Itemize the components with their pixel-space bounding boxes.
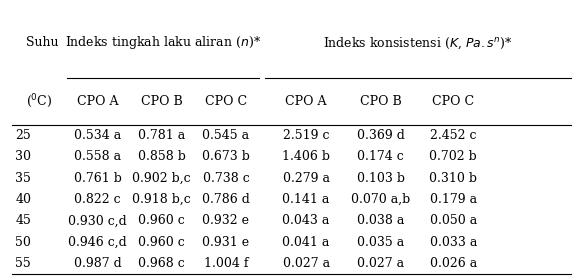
Text: 0.960 c: 0.960 c bbox=[138, 236, 185, 249]
Text: 45: 45 bbox=[15, 214, 31, 227]
Text: 0.822 c: 0.822 c bbox=[75, 193, 121, 206]
Text: 0.027 a: 0.027 a bbox=[283, 257, 329, 270]
Text: 0.960 c: 0.960 c bbox=[138, 214, 185, 227]
Text: 0.545 a: 0.545 a bbox=[202, 129, 250, 142]
Text: 0.174 c: 0.174 c bbox=[357, 150, 404, 163]
Text: 0.141 a: 0.141 a bbox=[282, 193, 330, 206]
Text: 0.781 a: 0.781 a bbox=[138, 129, 185, 142]
Text: 0.738 c: 0.738 c bbox=[202, 171, 250, 184]
Text: CPO C: CPO C bbox=[432, 95, 475, 107]
Text: 0.946 c,d: 0.946 c,d bbox=[68, 236, 127, 249]
Text: 1.406 b: 1.406 b bbox=[282, 150, 330, 163]
Text: 0.026 a: 0.026 a bbox=[430, 257, 477, 270]
Text: 0.038 a: 0.038 a bbox=[357, 214, 405, 227]
Text: 0.033 a: 0.033 a bbox=[430, 236, 477, 249]
Text: 0.931 e: 0.931 e bbox=[202, 236, 250, 249]
Text: CPO B: CPO B bbox=[360, 95, 402, 107]
Text: 0.179 a: 0.179 a bbox=[430, 193, 477, 206]
Text: 0.932 e: 0.932 e bbox=[202, 214, 250, 227]
Text: 0.902 b,c: 0.902 b,c bbox=[132, 171, 191, 184]
Text: CPO B: CPO B bbox=[141, 95, 182, 107]
Text: 0.761 b: 0.761 b bbox=[73, 171, 122, 184]
Text: 0.786 d: 0.786 d bbox=[202, 193, 250, 206]
Text: Suhu: Suhu bbox=[26, 37, 59, 49]
Text: 0.369 d: 0.369 d bbox=[357, 129, 405, 142]
Text: 30: 30 bbox=[15, 150, 31, 163]
Text: 0.103 b: 0.103 b bbox=[357, 171, 405, 184]
Text: CPO A: CPO A bbox=[77, 95, 118, 107]
Text: 0.043 a: 0.043 a bbox=[282, 214, 330, 227]
Text: 0.968 c: 0.968 c bbox=[138, 257, 185, 270]
Text: 25: 25 bbox=[15, 129, 31, 142]
Text: 0.041 a: 0.041 a bbox=[282, 236, 330, 249]
Text: CPO A: CPO A bbox=[285, 95, 327, 107]
Text: 0.702 b: 0.702 b bbox=[430, 150, 477, 163]
Text: 0.050 a: 0.050 a bbox=[430, 214, 477, 227]
Text: 35: 35 bbox=[15, 171, 31, 184]
Text: 0.858 b: 0.858 b bbox=[138, 150, 186, 163]
Text: 0.027 a: 0.027 a bbox=[357, 257, 404, 270]
Text: 0.035 a: 0.035 a bbox=[357, 236, 405, 249]
Text: 0.558 a: 0.558 a bbox=[74, 150, 121, 163]
Text: 0.534 a: 0.534 a bbox=[74, 129, 121, 142]
Text: 0.918 b,c: 0.918 b,c bbox=[132, 193, 191, 206]
Text: 0.987 d: 0.987 d bbox=[74, 257, 121, 270]
Text: 0.310 b: 0.310 b bbox=[429, 171, 477, 184]
Text: 50: 50 bbox=[15, 236, 31, 249]
Text: 0.070 a,b: 0.070 a,b bbox=[351, 193, 410, 206]
Text: ($^0$C): ($^0$C) bbox=[26, 92, 52, 110]
Text: 40: 40 bbox=[15, 193, 31, 206]
Text: 2.519 c: 2.519 c bbox=[283, 129, 329, 142]
Text: 55: 55 bbox=[15, 257, 31, 270]
Text: Indeks tingkah laku aliran ($n$)*: Indeks tingkah laku aliran ($n$)* bbox=[65, 34, 261, 52]
Text: Indeks konsistensi ($K$, $Pa.s^n$)*: Indeks konsistensi ($K$, $Pa.s^n$)* bbox=[324, 35, 513, 51]
Text: CPO C: CPO C bbox=[205, 95, 247, 107]
Text: 2.452 c: 2.452 c bbox=[430, 129, 476, 142]
Text: 0.930 c,d: 0.930 c,d bbox=[68, 214, 127, 227]
Text: 1.004 f: 1.004 f bbox=[203, 257, 248, 270]
Text: 0.279 a: 0.279 a bbox=[283, 171, 329, 184]
Text: 0.673 b: 0.673 b bbox=[202, 150, 250, 163]
